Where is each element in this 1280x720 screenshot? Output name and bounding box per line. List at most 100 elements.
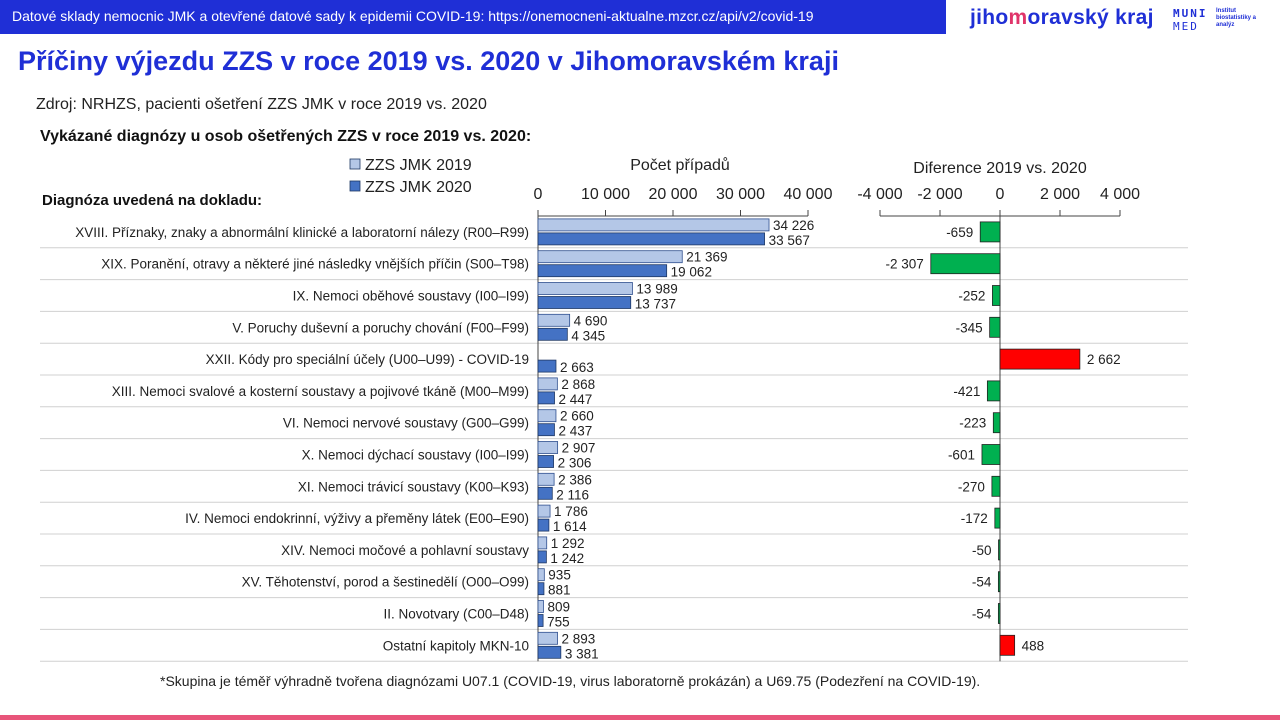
jmk-logo-part-1: jiho xyxy=(970,6,1009,29)
data-label-2020: 755 xyxy=(547,615,570,630)
jmk-logo-part-2: m xyxy=(1008,6,1028,29)
category-label: XIII. Nemoci svalové a kosterní soustavy… xyxy=(112,384,529,399)
bar-2019 xyxy=(537,600,544,613)
difference-tick-label: 4 000 xyxy=(1100,186,1140,203)
legend-swatch-2020 xyxy=(349,180,361,192)
data-label-2020: 2 447 xyxy=(559,392,593,407)
difference-bar xyxy=(992,412,1001,434)
muni-logo-line-1: MUNI xyxy=(1173,7,1208,20)
cases-tick-label: 0 xyxy=(534,186,543,203)
category-label: XVIII. Příznaky, znaky a abnormální klin… xyxy=(75,225,529,240)
bar-2020 xyxy=(537,645,562,659)
data-label-2019: 809 xyxy=(547,600,570,615)
cases-tick-label: 30 000 xyxy=(716,186,765,203)
difference-tick-label: 2 000 xyxy=(1040,186,1080,203)
bar-2020 xyxy=(537,614,544,627)
difference-bar xyxy=(979,221,1001,243)
data-label-2019: 13 989 xyxy=(636,282,677,297)
category-label: IX. Nemoci oběhové soustavy (I00–I99) xyxy=(293,289,529,304)
bar-2019 xyxy=(537,250,683,264)
data-label-2019: 2 893 xyxy=(562,631,596,646)
data-label-2020: 33 567 xyxy=(769,233,810,248)
difference-bar xyxy=(999,634,1016,656)
difference-tick-label: -4 000 xyxy=(857,186,902,203)
difference-label: -54 xyxy=(972,607,992,622)
data-label-2019: 1 786 xyxy=(554,504,588,519)
bar-2020 xyxy=(537,327,568,341)
data-label-2020: 4 345 xyxy=(571,328,605,343)
bar-2019 xyxy=(537,218,770,232)
data-label-2020: 1 614 xyxy=(553,519,587,534)
footnote: *Skupina je téměř výhradně tvořena diagn… xyxy=(160,673,981,689)
bar-2020 xyxy=(537,582,545,596)
data-label-2019: 935 xyxy=(548,568,571,583)
difference-bar xyxy=(997,571,1001,593)
difference-label: 488 xyxy=(1022,638,1045,653)
cases-tick-label: 10 000 xyxy=(581,186,630,203)
bar-2020 xyxy=(537,359,557,373)
bottom-accent-line xyxy=(0,715,1280,720)
bar-2019 xyxy=(537,536,548,550)
banner-text: Datové sklady nemocnic JMK a otevřené da… xyxy=(12,8,814,24)
muni-logo-institute: Institut biostatistiky a analýz xyxy=(1216,8,1257,28)
data-label-2020: 2 437 xyxy=(558,424,592,439)
difference-bar xyxy=(994,507,1001,529)
cases-tick-label: 40 000 xyxy=(784,186,833,203)
difference-label: 2 662 xyxy=(1087,352,1121,367)
legend: ZZS JMK 2019 ZZS JMK 2020 xyxy=(349,157,472,196)
category-label: XIV. Nemoci močové a pohlavní soustavy xyxy=(281,543,529,558)
legend-label-2019: ZZS JMK 2019 xyxy=(365,157,472,174)
page-title: Příčiny výjezdu ZZS v roce 2019 vs. 2020… xyxy=(18,46,839,76)
category-label: X. Nemoci dýchací soustavy (I00–I99) xyxy=(302,448,529,463)
legend-label-2020: ZZS JMK 2020 xyxy=(365,179,472,196)
difference-label: -421 xyxy=(953,384,980,399)
cases-tick-label: 20 000 xyxy=(649,186,698,203)
category-label: Ostatní kapitoly MKN-10 xyxy=(383,638,529,653)
data-label-2020: 13 737 xyxy=(635,297,676,312)
data-label-2019: 2 386 xyxy=(558,472,592,487)
difference-label: -345 xyxy=(956,320,983,335)
bar-2020 xyxy=(537,232,765,246)
difference-tick-label: 0 xyxy=(996,186,1005,203)
difference-bar xyxy=(986,380,1001,402)
category-label: V. Poruchy duševní a poruchy chování (F0… xyxy=(232,320,529,335)
data-label-2019: 21 369 xyxy=(686,250,727,265)
difference-bar xyxy=(989,316,1001,338)
data-label-2020: 19 062 xyxy=(671,265,712,280)
bar-2020 xyxy=(537,550,547,564)
difference-bar xyxy=(999,348,1081,370)
bar-2019 xyxy=(537,409,557,423)
source-note: Zdroj: NRHZS, pacienti ošetření ZZS JMK … xyxy=(36,96,487,113)
jmk-logo: jihomoravský kraj xyxy=(970,6,1154,30)
cases-axis-title: Počet případů xyxy=(630,156,730,174)
data-label-2020: 881 xyxy=(548,583,571,598)
difference-label: -223 xyxy=(959,416,986,431)
data-label-2019: 4 690 xyxy=(574,313,608,328)
bar-2020 xyxy=(537,391,555,405)
difference-label: -252 xyxy=(958,289,985,304)
category-label: XV. Těhotenství, porod a šestinedělí (O0… xyxy=(242,575,529,590)
difference-label: -601 xyxy=(948,448,975,463)
difference-label: -50 xyxy=(972,543,992,558)
data-label-2020: 1 242 xyxy=(550,551,584,566)
bar-2019 xyxy=(537,568,545,582)
data-label-2020: 2 306 xyxy=(558,456,592,471)
difference-bar xyxy=(992,285,1001,306)
data-label-2019: 2 907 xyxy=(562,441,596,456)
bar-2019 xyxy=(537,377,558,391)
jmk-logo-part-3: oravský kraj xyxy=(1027,6,1154,29)
difference-label: -172 xyxy=(961,511,988,526)
muni-logo-line-2: MED xyxy=(1173,20,1199,33)
data-label-2019: 2 868 xyxy=(561,377,595,392)
category-header: Diagnóza uvedená na dokladu: xyxy=(42,192,262,209)
bar-2020 xyxy=(537,455,554,468)
bar-2020 xyxy=(537,486,553,500)
bar-2020 xyxy=(537,423,555,437)
bar-2019 xyxy=(537,313,571,327)
difference-label: -659 xyxy=(946,225,973,240)
data-label-2020: 2 663 xyxy=(560,360,594,375)
difference-label: -54 xyxy=(972,575,992,590)
difference-axis-title: Diferencе 2019 vs. 2020 xyxy=(913,160,1087,177)
data-label-2019: 34 226 xyxy=(773,218,814,233)
difference-bar xyxy=(998,539,1001,561)
